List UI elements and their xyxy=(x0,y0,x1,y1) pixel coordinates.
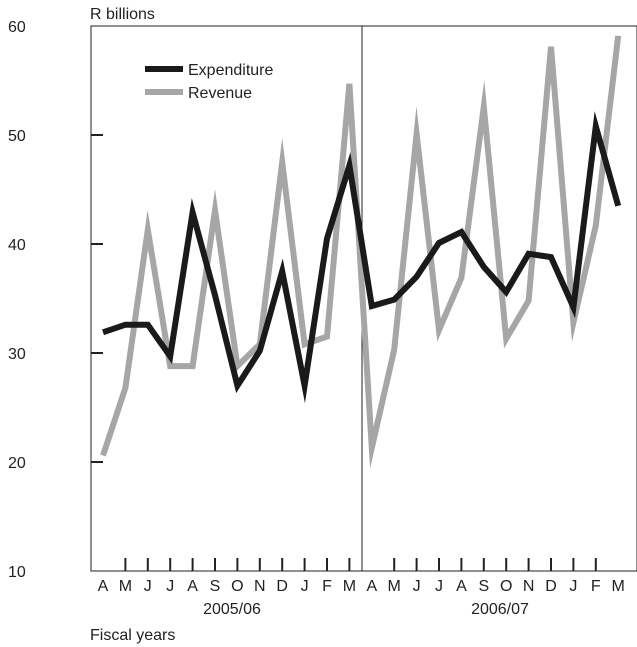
x-tick-label: A xyxy=(98,578,109,595)
x-tick-label: F xyxy=(322,578,332,595)
x-tick-label: M xyxy=(119,578,132,595)
legend-label-expenditure: Expenditure xyxy=(188,62,273,79)
series-line-revenue xyxy=(100,35,622,469)
y-axis: 10 20 30 40 50 60 xyxy=(8,19,103,581)
x-tick-label: M xyxy=(388,578,401,595)
y-tick-label: 50 xyxy=(8,128,26,145)
y-tick-label: 60 xyxy=(8,19,26,36)
x-tick-label: N xyxy=(254,578,266,595)
x-tick-label: M xyxy=(612,578,625,595)
legend: Expenditure Revenue xyxy=(145,62,273,102)
x-tick-label: S xyxy=(210,578,221,595)
period-label-2006-07: 2006/07 xyxy=(471,601,529,618)
x-tick-label: J xyxy=(144,578,152,595)
x-tick-label: J xyxy=(569,578,577,595)
y-axis-label: R billions xyxy=(90,6,155,23)
y-tick-label: 30 xyxy=(8,346,26,363)
period-label-2005-06: 2005/06 xyxy=(203,601,261,618)
series-line-expenditure xyxy=(102,111,622,404)
x-tick-label: D xyxy=(276,578,288,595)
series-layer xyxy=(100,35,622,469)
x-tick-label: M xyxy=(343,578,356,595)
y-tick-label: 10 xyxy=(8,564,26,581)
x-tick-label: J xyxy=(435,578,443,595)
x-tick-label: F xyxy=(591,578,601,595)
x-axis-label: Fiscal years xyxy=(90,627,175,644)
x-tick-label: O xyxy=(500,578,512,595)
x-tick-label: A xyxy=(187,578,198,595)
x-tick-label: D xyxy=(545,578,557,595)
x-tick-label: A xyxy=(366,578,377,595)
x-tick-label: O xyxy=(231,578,243,595)
x-tick-label: S xyxy=(478,578,489,595)
x-tick-label: J xyxy=(166,578,174,595)
x-tick-label: A xyxy=(456,578,467,595)
x-tick-label: J xyxy=(413,578,421,595)
legend-label-revenue: Revenue xyxy=(188,85,252,102)
x-tick-label: J xyxy=(301,578,309,595)
y-tick-label: 40 xyxy=(8,237,26,254)
plot-frame xyxy=(90,25,637,572)
x-tick-label: N xyxy=(523,578,535,595)
y-tick-label: 20 xyxy=(8,455,26,472)
